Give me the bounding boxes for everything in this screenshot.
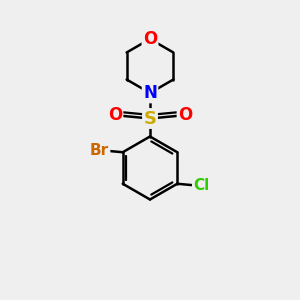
Text: Cl: Cl	[193, 178, 209, 193]
Text: Br: Br	[90, 143, 109, 158]
Text: O: O	[178, 106, 192, 124]
Text: N: N	[143, 84, 157, 102]
Text: O: O	[143, 30, 157, 48]
Text: S: S	[143, 110, 157, 128]
Text: O: O	[108, 106, 122, 124]
